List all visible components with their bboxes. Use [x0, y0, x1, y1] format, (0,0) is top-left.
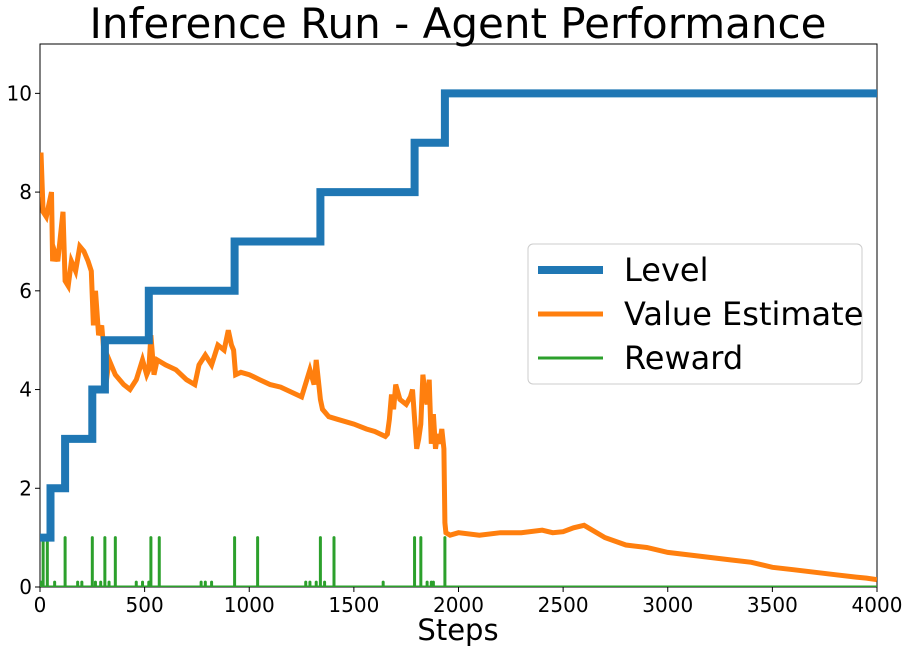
- x-tick-label: 3000: [642, 593, 693, 617]
- x-tick-label: 1500: [328, 593, 379, 617]
- x-tick-label: 2000: [433, 593, 484, 617]
- legend-box: [527, 243, 863, 385]
- y-tick-label: 2: [19, 476, 32, 500]
- legend: Level Value Estimate Reward: [527, 243, 863, 385]
- x-tick-label: 0: [34, 593, 47, 617]
- series-reward: [40, 536, 877, 587]
- series-value-estimate-line: [40, 152, 877, 583]
- y-tick-label: 6: [19, 279, 32, 303]
- y-tick-label: 0: [19, 575, 32, 599]
- legend-label: Value Estimate: [624, 295, 863, 333]
- legend-label: Level: [624, 251, 708, 289]
- legend-label: Reward: [624, 339, 743, 377]
- x-tick-label: 3500: [747, 593, 798, 617]
- series-level-line: [40, 89, 877, 542]
- y-axis-ticks: 0 2 4 6 8 10: [7, 81, 40, 599]
- y-tick-label: 8: [19, 180, 32, 204]
- x-tick-label: 500: [126, 593, 164, 617]
- plot-area: 0 500 1000 1500 2000 2500 3000 3500 4000 0 2 4 6 8 10: [7, 43, 903, 617]
- x-tick-label: 1000: [224, 593, 275, 617]
- series-layer: [40, 89, 877, 587]
- x-axis-ticks: 0 500 1000 1500 2000 2500 3000 3500 4000: [34, 587, 903, 617]
- x-axis-label: Steps: [417, 613, 498, 647]
- y-tick-label: 10: [7, 81, 32, 105]
- chart-title: Inference Run - Agent Performance: [90, 0, 827, 48]
- x-tick-label: 2500: [538, 593, 589, 617]
- y-tick-label: 4: [19, 378, 32, 402]
- x-tick-label: 4000: [852, 593, 903, 617]
